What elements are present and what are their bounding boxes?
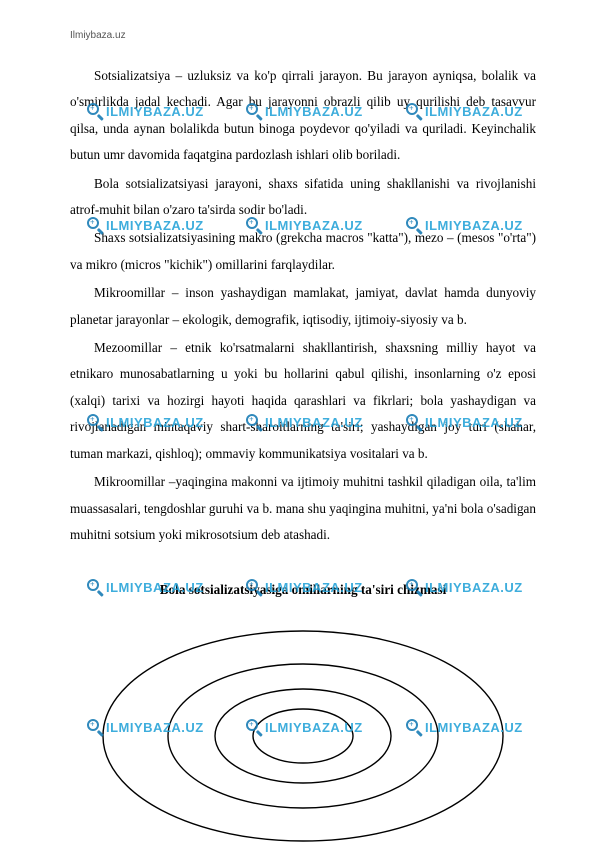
- diagram-title: Bola sotsializatsiyasiga omillarning ta'…: [70, 582, 536, 598]
- diagram-container: [70, 616, 536, 846]
- paragraph-2: Bola sotsializatsiyasi jarayoni, shaxs s…: [70, 171, 536, 224]
- page-header: Ilmiybaza.uz: [70, 30, 536, 41]
- paragraph-6: Mikroomillar –yaqingina makonni va ijtim…: [70, 469, 536, 548]
- site-name: Ilmiybaza.uz: [70, 30, 126, 41]
- paragraph-3: Shaxs sotsializatsiyasining makro (grekc…: [70, 225, 536, 278]
- paragraph-5: Mezoomillar – etnik ko'rsatmalarni shakl…: [70, 335, 536, 467]
- paragraph-1: Sotsializatsiya – uzluksiz va ko'p qirra…: [70, 63, 536, 169]
- document-page: Ilmiybaza.uz Sotsializatsiya – uzluksiz …: [0, 0, 596, 842]
- paragraph-4: Mikroomillar – inson yashaydigan mamlaka…: [70, 280, 536, 333]
- nested-ellipses-diagram: [93, 616, 513, 846]
